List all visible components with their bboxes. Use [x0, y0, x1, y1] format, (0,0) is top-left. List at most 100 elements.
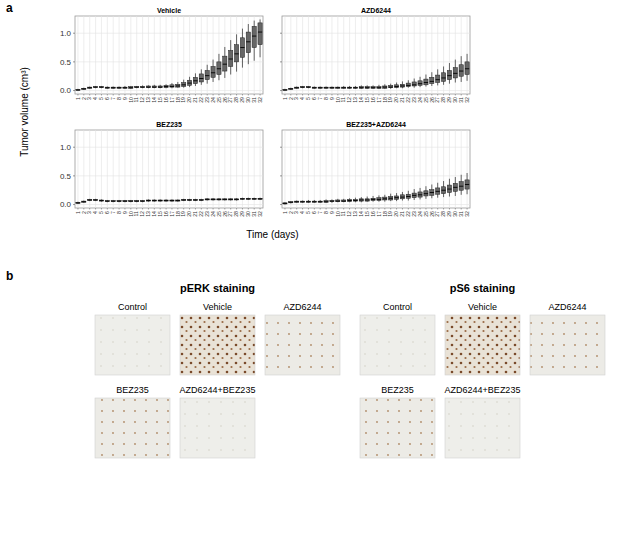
median	[152, 200, 156, 201]
grid-line	[284, 16, 285, 94]
box	[394, 196, 398, 199]
tick-mark	[73, 33, 75, 34]
tick-mark	[213, 94, 214, 96]
median	[246, 198, 250, 199]
box	[176, 84, 180, 87]
median	[342, 201, 346, 202]
median	[295, 87, 299, 88]
box	[318, 87, 322, 88]
box	[187, 80, 191, 85]
box	[347, 199, 351, 201]
tick-mark	[107, 208, 108, 210]
tick-mark	[260, 208, 261, 210]
tick-mark	[414, 208, 415, 210]
median	[158, 200, 162, 201]
box	[400, 84, 404, 87]
tick-mark	[218, 208, 219, 210]
grid-line	[361, 16, 362, 94]
median	[371, 199, 375, 200]
median	[312, 87, 316, 88]
box	[406, 194, 410, 198]
box	[176, 200, 180, 201]
grid-line	[119, 16, 120, 94]
grid-line	[349, 16, 350, 94]
tick-mark	[119, 94, 120, 96]
box	[223, 199, 227, 200]
median	[76, 89, 80, 90]
grid-line	[218, 16, 219, 94]
grid-line	[343, 16, 344, 94]
median	[418, 83, 422, 84]
tick-mark	[284, 208, 285, 210]
tick-mark	[166, 94, 167, 96]
box	[424, 79, 428, 85]
grid-line	[171, 16, 172, 94]
grid-line	[75, 175, 263, 176]
grid-line	[337, 16, 338, 94]
median	[330, 87, 334, 88]
grid-line	[331, 130, 332, 208]
box	[229, 199, 233, 200]
box	[353, 87, 357, 88]
median	[170, 200, 174, 201]
median	[199, 199, 203, 200]
grid-line	[302, 130, 303, 208]
tick-mark	[83, 94, 84, 96]
tick-label: 32	[464, 97, 470, 103]
box	[342, 87, 346, 88]
box	[365, 87, 369, 89]
boxes	[283, 54, 469, 91]
median	[318, 87, 322, 88]
median	[400, 85, 404, 86]
tick-mark	[254, 94, 255, 96]
box	[117, 87, 121, 88]
grid-line	[260, 130, 261, 208]
median	[453, 73, 457, 74]
grid-line	[373, 130, 374, 208]
grid-line	[282, 204, 470, 205]
box	[252, 26, 256, 47]
grid-line	[384, 130, 385, 208]
stain-image	[445, 315, 520, 375]
tick-mark	[425, 208, 426, 210]
median	[211, 72, 215, 73]
median	[342, 87, 346, 88]
box	[406, 83, 410, 86]
median	[371, 87, 375, 88]
stain-image	[95, 398, 170, 458]
median	[170, 86, 174, 87]
median	[424, 82, 428, 83]
tick-mark	[280, 61, 282, 62]
box	[105, 201, 109, 202]
grid-line	[77, 130, 78, 208]
box	[377, 87, 381, 89]
median	[283, 89, 287, 90]
box	[418, 81, 422, 86]
box	[111, 87, 115, 88]
grid-line	[431, 130, 432, 208]
tick-mark	[431, 208, 432, 210]
box	[211, 199, 215, 200]
median	[217, 199, 221, 200]
image-label: Control	[118, 302, 147, 312]
tick-mark	[183, 208, 184, 210]
grid-line	[302, 16, 303, 94]
median	[93, 87, 97, 88]
facet	[75, 16, 263, 94]
tick-mark	[248, 208, 249, 210]
tick-mark	[349, 94, 350, 96]
grid-line	[282, 90, 470, 91]
facet-title: BEZ235+AZD6244	[346, 121, 406, 128]
box	[234, 199, 238, 200]
tick-mark	[378, 208, 379, 210]
grid-line	[177, 130, 178, 208]
tick-mark	[449, 94, 450, 96]
grid-line	[461, 130, 462, 208]
median	[105, 87, 109, 88]
box	[295, 201, 299, 202]
grid-line	[355, 16, 356, 94]
box	[453, 183, 457, 191]
image-label: Vehicle	[468, 302, 497, 312]
grid-line	[248, 16, 249, 94]
tick-mark	[467, 94, 468, 96]
